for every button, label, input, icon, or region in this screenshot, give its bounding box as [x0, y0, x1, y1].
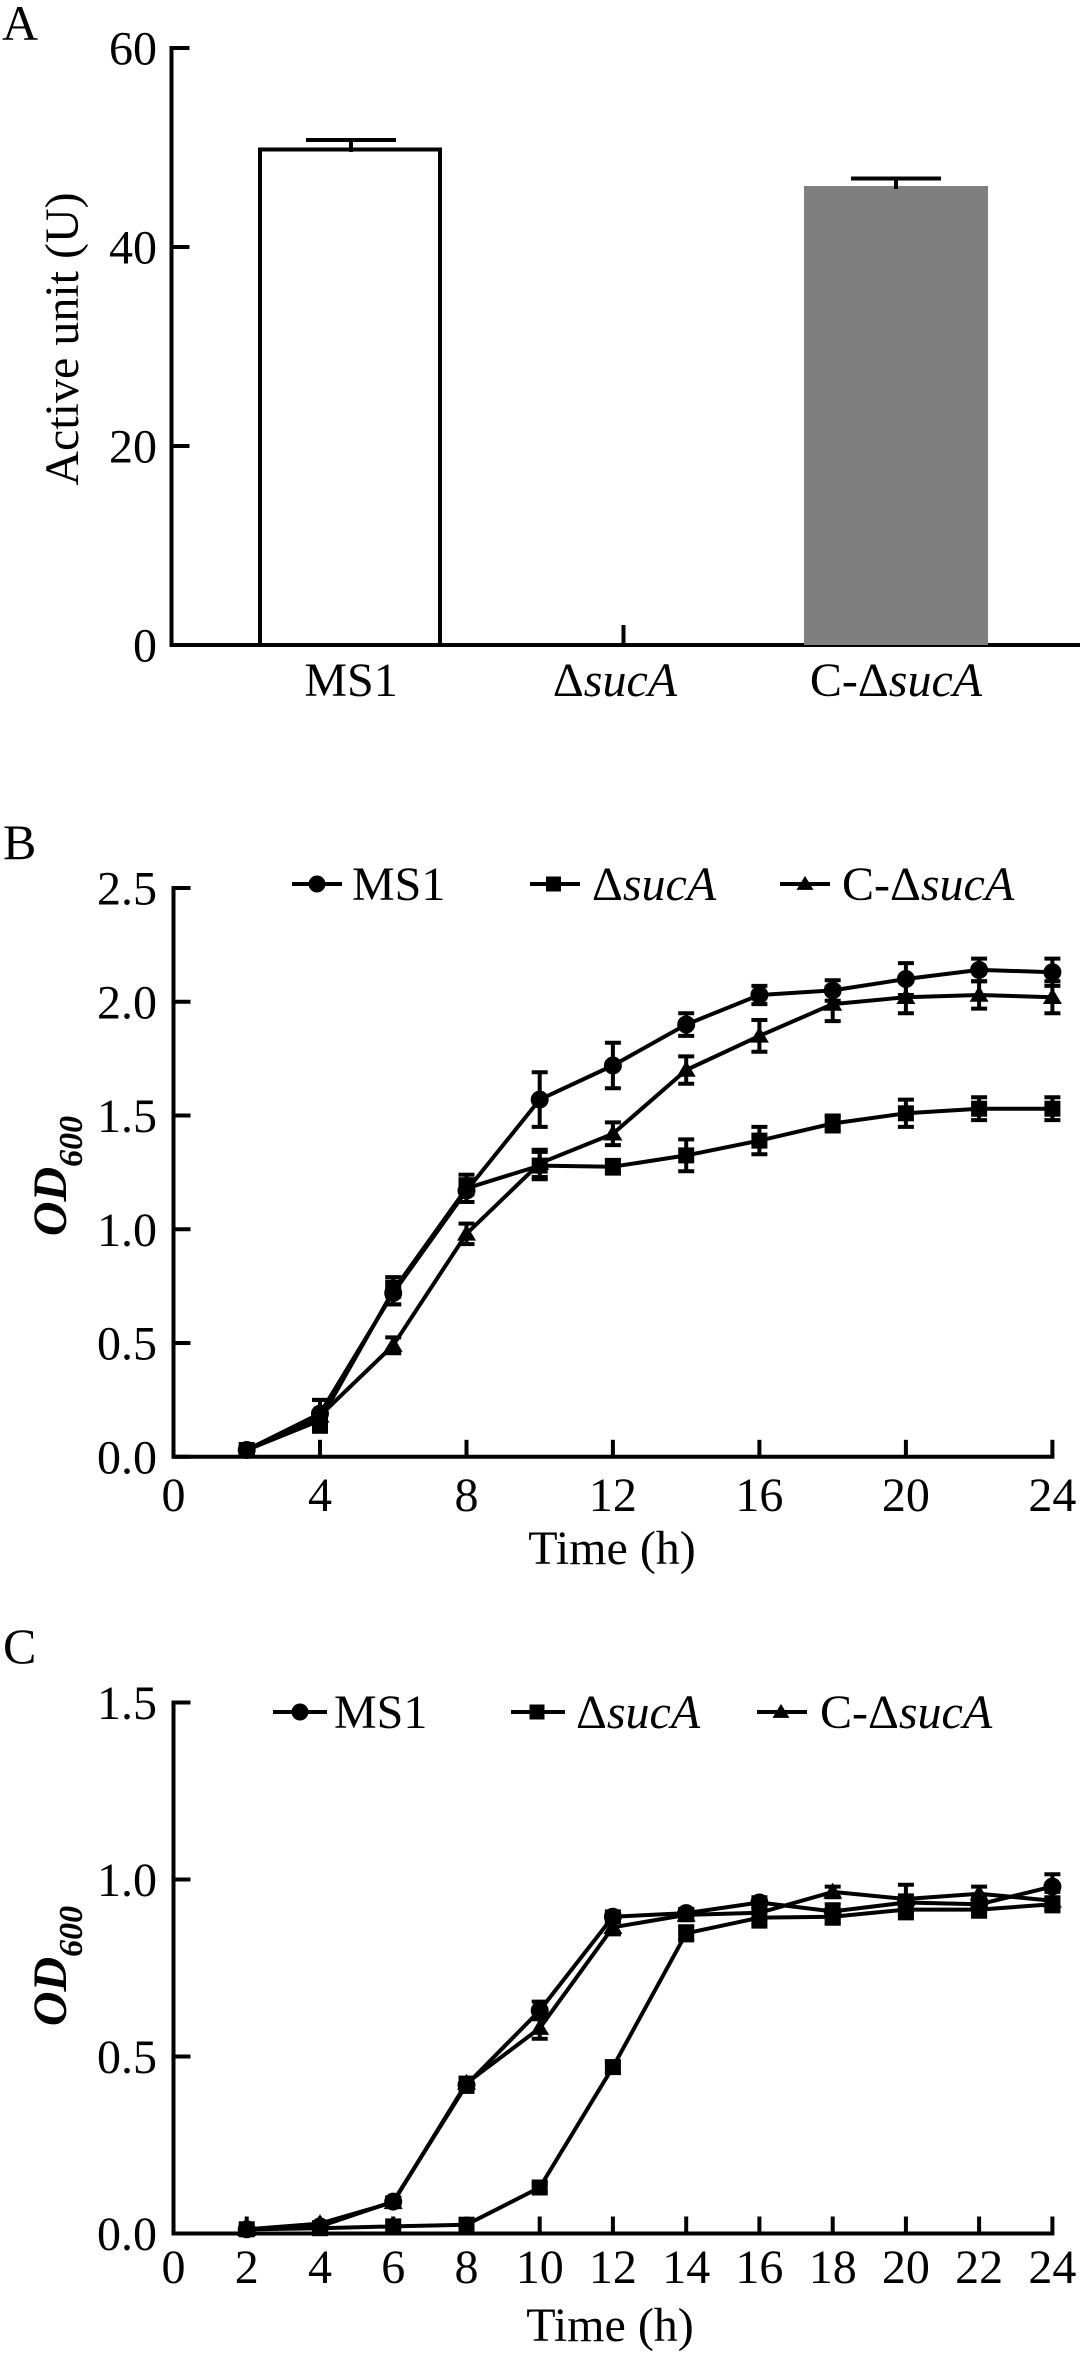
svg-text:ΔsucA: ΔsucA [576, 1686, 701, 1739]
svg-text:8: 8 [455, 2241, 479, 2294]
svg-text:C-ΔsucA: C-ΔsucA [820, 1686, 993, 1739]
svg-text:C-ΔsucA: C-ΔsucA [810, 654, 983, 707]
svg-text:ΔsucA: ΔsucA [592, 858, 717, 911]
svg-text:60: 60 [109, 23, 157, 76]
svg-text:0: 0 [162, 1469, 186, 1522]
svg-text:Time (h): Time (h) [526, 2299, 694, 2352]
svg-text:0.0: 0.0 [97, 1431, 157, 1484]
svg-text:18: 18 [809, 2241, 857, 2294]
svg-text:0: 0 [133, 620, 157, 673]
svg-text:0: 0 [162, 2241, 186, 2294]
svg-text:0.0: 0.0 [97, 2208, 157, 2261]
svg-text:24: 24 [1028, 1469, 1076, 1522]
svg-text:MS1: MS1 [334, 1686, 427, 1739]
svg-text:14: 14 [662, 2241, 710, 2294]
svg-text:MS1: MS1 [352, 858, 445, 911]
svg-text:20: 20 [882, 2241, 930, 2294]
svg-text:16: 16 [735, 1469, 783, 1522]
svg-text:1.5: 1.5 [97, 1677, 157, 1730]
svg-text:B: B [3, 814, 36, 870]
svg-text:12: 12 [589, 1469, 637, 1522]
svg-text:0.5: 0.5 [97, 1318, 157, 1371]
svg-text:1.0: 1.0 [97, 1854, 157, 1907]
svg-text:C-ΔsucA: C-ΔsucA [842, 858, 1015, 911]
svg-text:22: 22 [955, 2241, 1003, 2294]
svg-text:C: C [3, 1618, 36, 1674]
svg-text:12: 12 [589, 2241, 637, 2294]
svg-text:6: 6 [381, 2241, 405, 2294]
svg-text:2: 2 [235, 2241, 259, 2294]
svg-text:MS1: MS1 [304, 654, 397, 707]
svg-text:24: 24 [1028, 2241, 1076, 2294]
svg-text:16: 16 [735, 2241, 783, 2294]
svg-text:1.0: 1.0 [97, 1204, 157, 1257]
svg-text:4: 4 [308, 1469, 332, 1522]
svg-text:8: 8 [455, 1469, 479, 1522]
svg-text:1.5: 1.5 [97, 1090, 157, 1143]
svg-text:20: 20 [109, 421, 157, 474]
svg-text:0.5: 0.5 [97, 2031, 157, 2084]
svg-text:20: 20 [882, 1469, 930, 1522]
svg-text:Active unit (U): Active unit (U) [36, 192, 89, 485]
svg-text:2.5: 2.5 [97, 863, 157, 916]
svg-text:ΔsucA: ΔsucA [553, 654, 678, 707]
svg-text:A: A [2, 0, 38, 51]
svg-text:2.0: 2.0 [97, 976, 157, 1029]
svg-text:4: 4 [308, 2241, 332, 2294]
svg-text:10: 10 [516, 2241, 564, 2294]
svg-text:Time (h): Time (h) [528, 1522, 696, 1575]
svg-text:40: 40 [109, 222, 157, 275]
